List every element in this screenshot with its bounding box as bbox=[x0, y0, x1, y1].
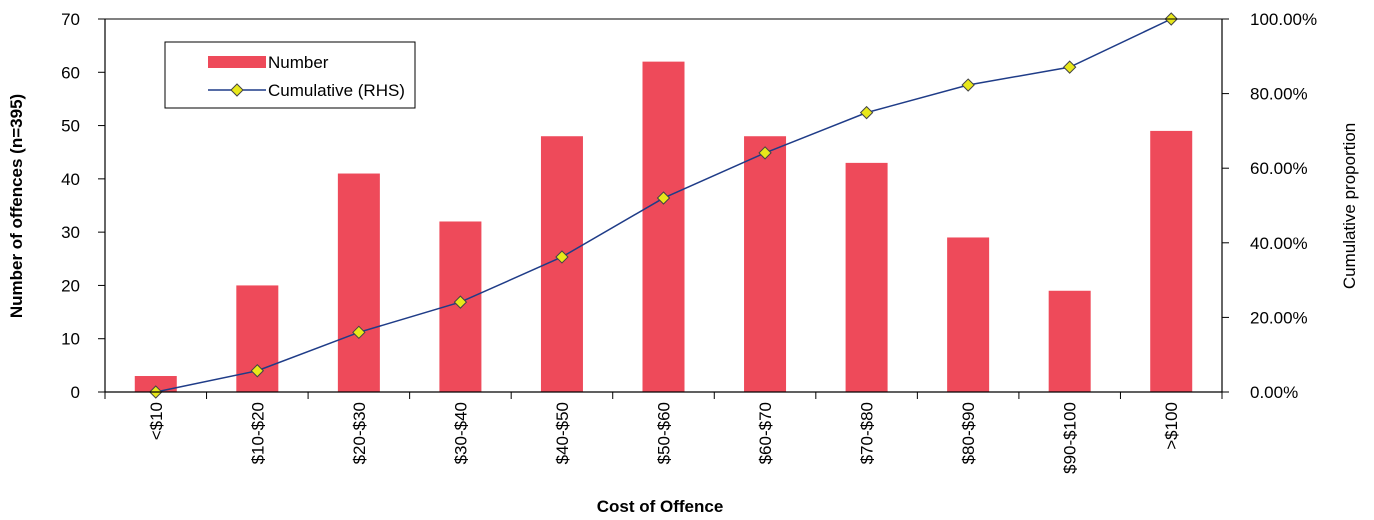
x-tick-label: $10-$20 bbox=[248, 402, 267, 464]
y-tick-label: 0 bbox=[71, 383, 80, 402]
bar bbox=[947, 237, 990, 392]
y-axis-title: Number of offences (n=395) bbox=[7, 94, 26, 318]
x-tick-label: $40-$50 bbox=[553, 402, 572, 464]
bar-series bbox=[134, 61, 1193, 392]
y2-tick-label: 100.00% bbox=[1250, 10, 1317, 29]
bar bbox=[1048, 290, 1091, 392]
x-tick-label: $90-$100 bbox=[1061, 402, 1080, 474]
x-tick-label: $30-$40 bbox=[451, 402, 470, 464]
cumulative-marker bbox=[859, 105, 874, 120]
bar bbox=[337, 173, 380, 392]
cumulative-marker bbox=[555, 250, 569, 264]
cumulative-marker bbox=[250, 364, 265, 378]
y-tick-label: 50 bbox=[61, 117, 80, 136]
y2-tick-label: 0.00% bbox=[1250, 383, 1298, 402]
y-tick-label: 30 bbox=[61, 223, 80, 242]
y-tick-label: 20 bbox=[61, 276, 80, 295]
legend: Number Cumulative (RHS) bbox=[164, 41, 416, 109]
legend-swatch-cumulative-marker bbox=[230, 83, 244, 97]
x-axis-title: Cost of Offence bbox=[597, 497, 724, 516]
legend-label-cumulative: Cumulative (RHS) bbox=[268, 81, 405, 100]
y2-tick-label: 80.00% bbox=[1250, 85, 1308, 104]
bar bbox=[642, 61, 685, 392]
y-tick-label: 70 bbox=[61, 10, 80, 29]
bar bbox=[540, 136, 583, 392]
cumulative-marker bbox=[352, 325, 366, 340]
y-tick-label: 40 bbox=[61, 170, 80, 189]
y2-tick-label: 20.00% bbox=[1250, 308, 1308, 327]
cumulative-marker bbox=[961, 78, 975, 92]
x-tick-label: <$10 bbox=[147, 402, 166, 440]
x-tick-label: $80-$90 bbox=[959, 402, 978, 464]
legend-label-number: Number bbox=[268, 53, 329, 72]
y2-tick-label: 40.00% bbox=[1250, 234, 1308, 253]
cumulative-marker bbox=[1062, 60, 1077, 74]
x-tick-label: $50-$60 bbox=[655, 402, 674, 464]
legend-swatch-number bbox=[208, 56, 266, 68]
cumulative-marker bbox=[656, 191, 671, 205]
y2-tick-label: 60.00% bbox=[1250, 159, 1308, 178]
legend-frame bbox=[164, 41, 416, 109]
y-tick-label: 10 bbox=[61, 330, 80, 349]
cumulative-marker bbox=[453, 295, 468, 309]
bar bbox=[845, 162, 888, 392]
bar bbox=[1150, 130, 1193, 392]
axes: 0 10 20 30 40 50 60 70 0.00% 20.00% 40.00% 60.00% 80… bbox=[61, 10, 1317, 474]
x-tick-label: $20-$30 bbox=[350, 402, 369, 464]
x-tick-label: >$100 bbox=[1162, 402, 1181, 450]
x-tick-label: $70-$80 bbox=[858, 402, 877, 464]
x-tick-label: $60-$70 bbox=[756, 402, 775, 464]
cumulative-marker bbox=[758, 146, 772, 160]
y2-axis-title: Cumulative proportion bbox=[1340, 123, 1359, 289]
bar bbox=[744, 136, 787, 392]
y-tick-label: 60 bbox=[61, 63, 80, 82]
bar bbox=[134, 376, 177, 392]
